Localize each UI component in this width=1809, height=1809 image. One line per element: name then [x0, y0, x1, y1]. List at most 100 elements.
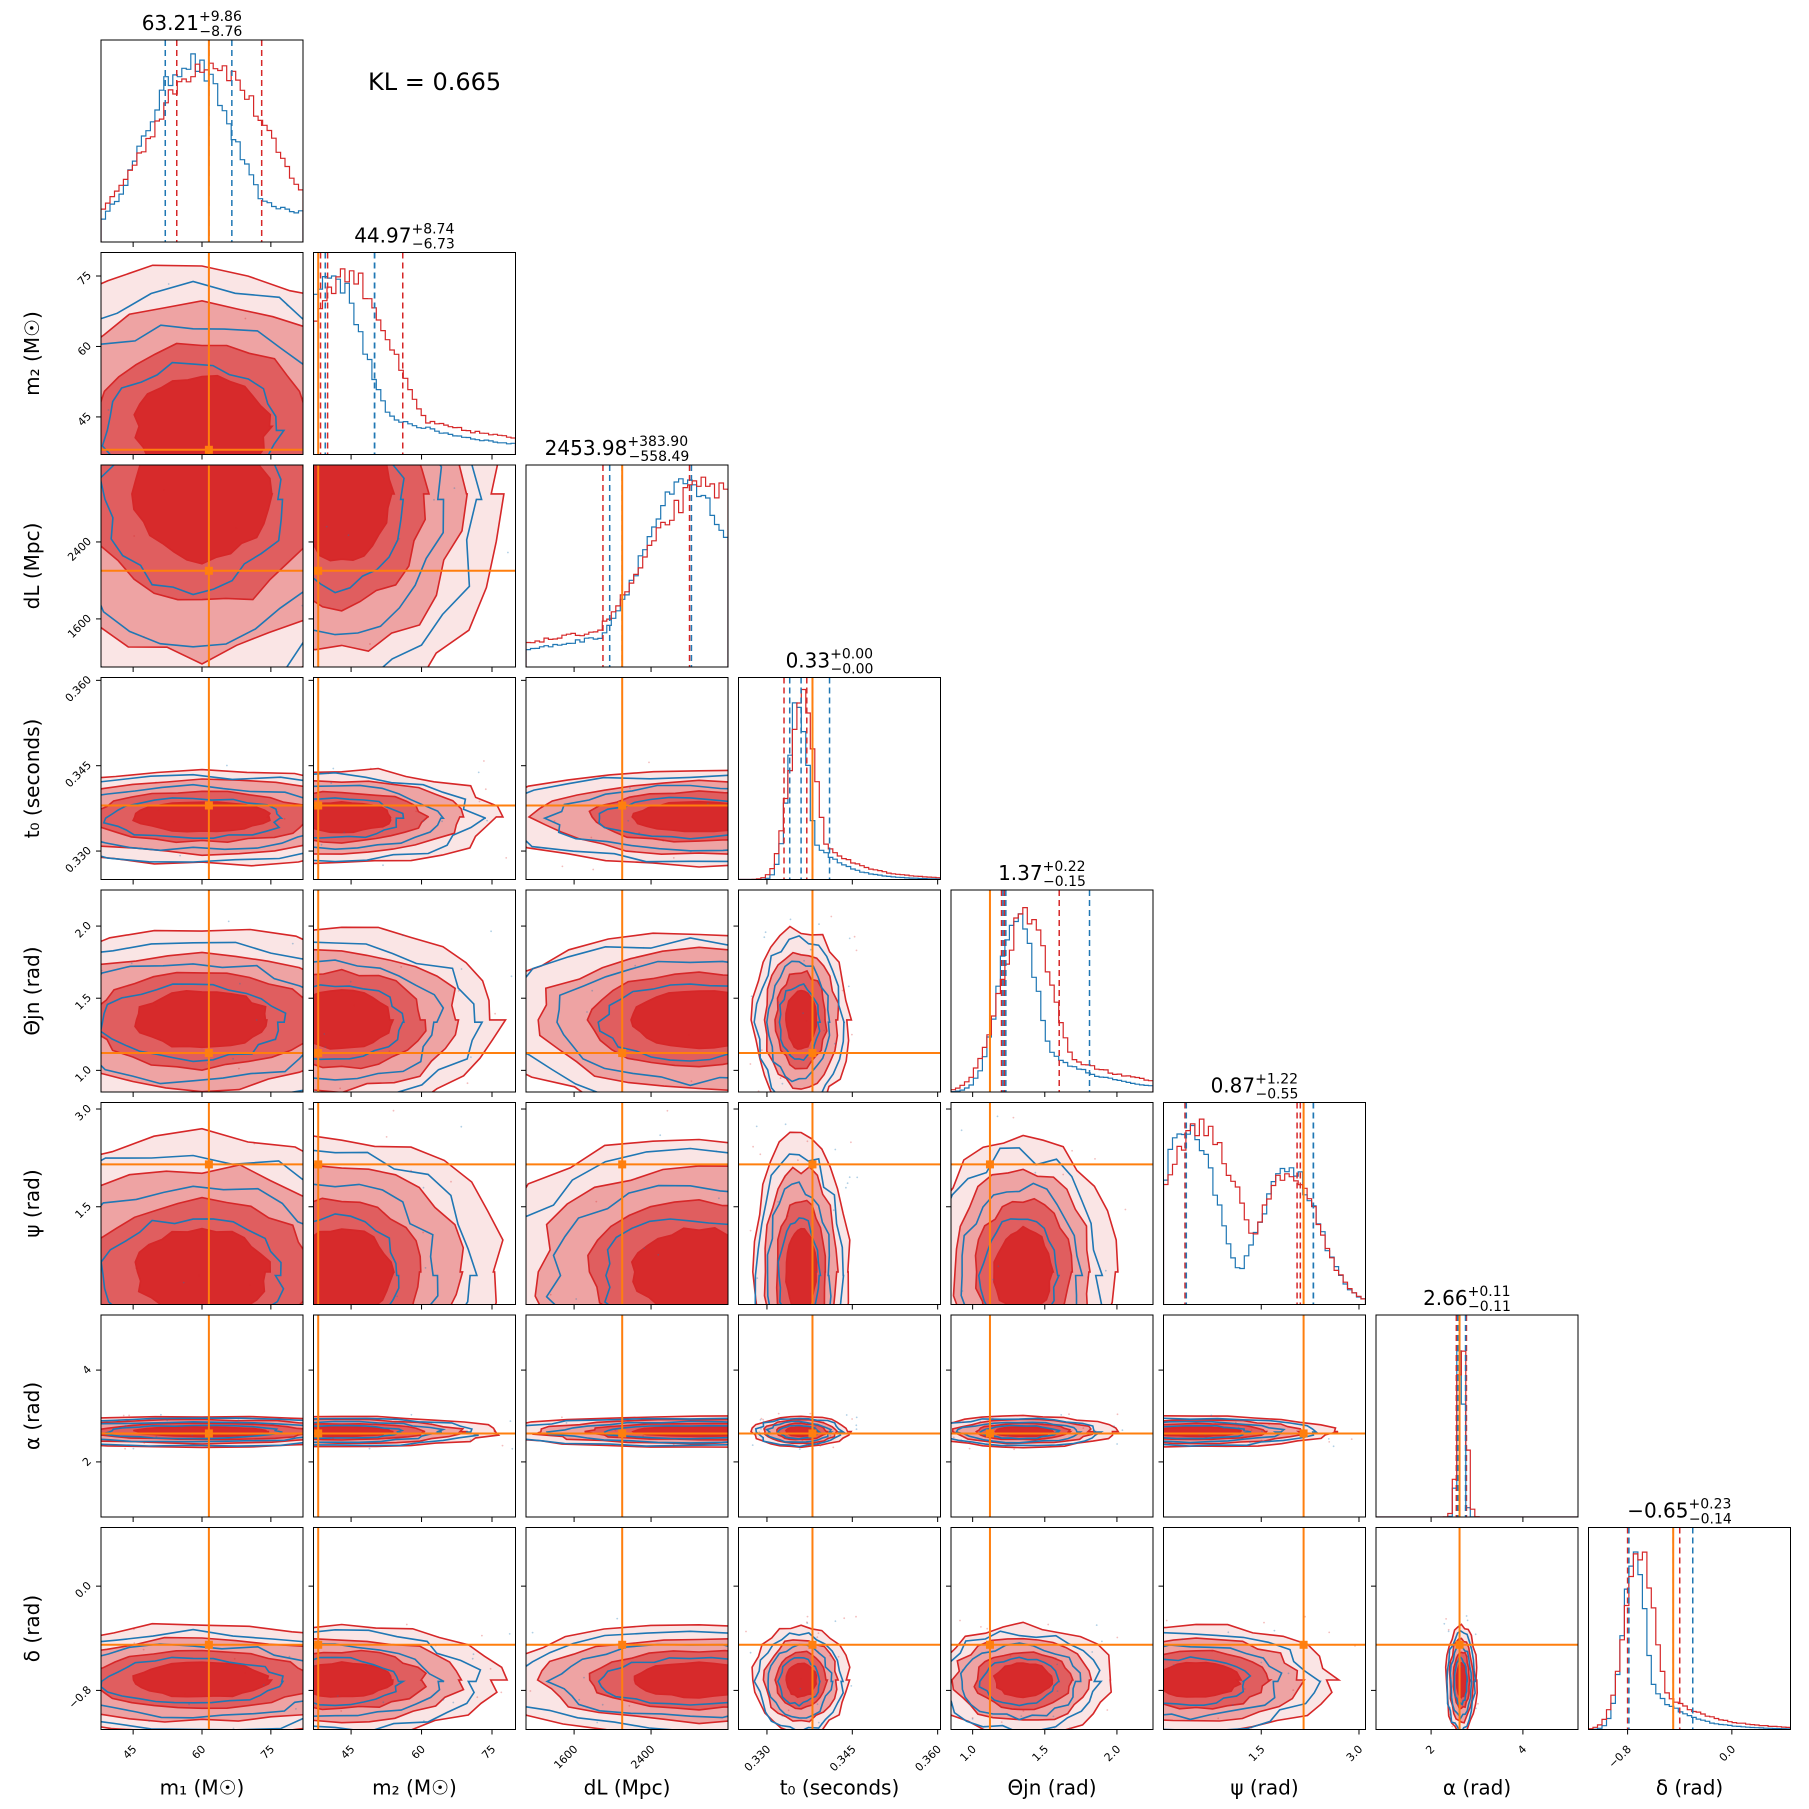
scatter-point — [1109, 1376, 1111, 1378]
histogram-blue — [1376, 1350, 1578, 1517]
scatter-point — [1087, 1276, 1089, 1278]
scatter-point — [1116, 1443, 1118, 1445]
scatter-point — [813, 1312, 815, 1314]
scatter-point — [961, 1290, 964, 1292]
panel-psi-t0 — [733, 1102, 941, 1349]
x-tick-label: 1600 — [551, 1743, 580, 1772]
scatter-point — [1210, 1414, 1213, 1417]
truth-marker — [314, 1640, 323, 1649]
scatter-point — [792, 1347, 794, 1349]
scatter-point — [377, 1409, 379, 1411]
panel-frame — [738, 677, 941, 880]
scatter-point — [425, 439, 427, 441]
scatter-point — [438, 354, 440, 356]
scatter-point — [752, 1145, 754, 1148]
contour-red — [133, 1425, 270, 1438]
scatter-point — [225, 867, 227, 869]
contour-red — [133, 374, 274, 455]
panel-psi-m2 — [308, 1102, 516, 1411]
scatter-point — [1475, 1707, 1477, 1710]
panel-alpha-alpha: 2.66+0.11 −0.11 — [1375, 1284, 1579, 1522]
panel-frame — [738, 1527, 941, 1730]
scatter-point — [1062, 1173, 1065, 1176]
scatter-point — [276, 810, 279, 813]
scatter-point — [478, 800, 481, 803]
contour-blue — [766, 1181, 832, 1305]
scatter-point — [779, 1077, 782, 1080]
scatter-point — [511, 1447, 514, 1450]
histogram-blue — [313, 275, 516, 455]
scatter-point — [614, 1429, 617, 1432]
scatter-point — [748, 1445, 750, 1447]
scatter-point — [662, 840, 665, 842]
scatter-point — [466, 1082, 469, 1085]
scatter-point — [777, 1001, 780, 1004]
scatter-point — [1443, 1622, 1446, 1625]
scatter-point — [1056, 1663, 1059, 1666]
scatter-point — [283, 818, 286, 820]
scatter-point — [839, 824, 841, 826]
scatter-point — [789, 918, 792, 921]
y-tick-label: 1.5 — [73, 991, 95, 1013]
scatter-point — [143, 1442, 146, 1444]
scatter-point — [823, 1029, 826, 1032]
scatter-point — [243, 1100, 245, 1102]
panel-dL-dL: 2453.98+383.90 −558.49 — [525, 434, 729, 672]
scatter-point — [83, 1191, 85, 1193]
scatter-point — [938, 928, 940, 930]
scatter-point — [855, 1615, 857, 1618]
scatter-point — [41, 1149, 43, 1151]
scatter-point — [94, 781, 96, 783]
scatter-point — [1466, 1619, 1469, 1622]
panel-theta-theta: 1.37+0.22 −0.15 — [950, 859, 1154, 1097]
scatter-point — [1211, 1650, 1214, 1653]
scatter-point — [1165, 1619, 1168, 1622]
scatter-point — [483, 760, 485, 762]
panel-theta-t0 — [733, 889, 941, 1097]
scatter-point — [838, 1719, 840, 1721]
panel-frame — [525, 889, 729, 1093]
scatter-point — [822, 1421, 825, 1424]
panel-title-psi: 0.87+1.22 −0.55 — [1211, 1072, 1299, 1103]
scatter-point — [561, 865, 564, 868]
scatter-point — [628, 1704, 631, 1707]
scatter-point — [729, 1244, 731, 1246]
scatter-point — [1467, 1725, 1469, 1728]
scatter-point — [320, 843, 323, 846]
scatter-point — [505, 857, 508, 859]
scatter-point — [1013, 1448, 1015, 1451]
scatter-point — [771, 1363, 773, 1365]
scatter-point — [760, 1049, 763, 1052]
scatter-point — [94, 478, 96, 480]
scatter-point — [595, 1200, 598, 1203]
scatter-point — [700, 1444, 703, 1446]
scatter-point — [285, 1323, 287, 1325]
scatter-point — [1106, 1709, 1109, 1711]
truth-marker — [1299, 1640, 1308, 1649]
scatter-point — [282, 1395, 284, 1397]
contour-blue — [101, 983, 287, 1063]
truth-marker — [204, 445, 213, 454]
x-tick-label: −0.8 — [1606, 1743, 1634, 1771]
scatter-point — [11, 671, 13, 673]
scatter-point — [363, 249, 365, 251]
contour-red — [313, 1661, 394, 1698]
scatter-point — [1469, 1736, 1471, 1738]
contour-blue — [1449, 1642, 1473, 1720]
scatter-point — [93, 1443, 95, 1445]
contour-red — [631, 1425, 728, 1438]
scatter-point — [851, 1418, 853, 1420]
contour-blue — [101, 963, 303, 1085]
scatter-point — [133, 535, 136, 537]
scatter-point — [845, 1186, 847, 1189]
scatter-point — [1047, 1623, 1050, 1626]
scatter-point — [181, 263, 183, 265]
panel-m1-m1: 63.21+9.86 −8.76 — [100, 9, 304, 247]
scatter-point — [309, 1436, 311, 1438]
contour-red — [631, 800, 728, 833]
histogram-blue — [1588, 1551, 1791, 1730]
contour-blue — [754, 1153, 845, 1305]
panel-t0-m1: 0.330 0.345 0.360 t₀ (seconds) — [20, 673, 304, 885]
scatter-point — [181, 1425, 183, 1428]
scatter-point — [1126, 1682, 1128, 1684]
